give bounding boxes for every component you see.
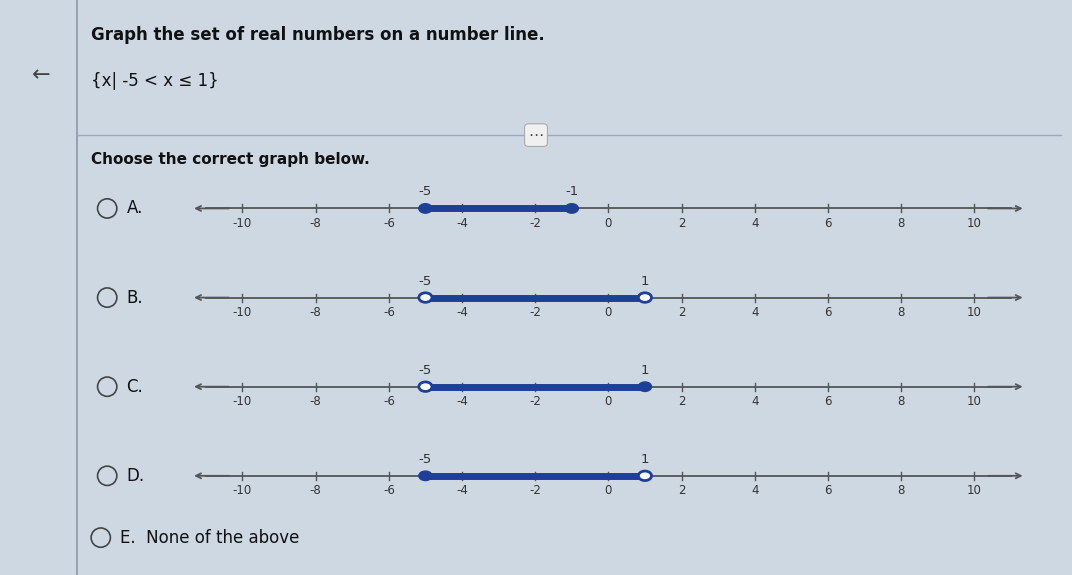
Circle shape	[419, 382, 432, 392]
Text: -10: -10	[233, 217, 252, 230]
Text: -5: -5	[419, 453, 432, 466]
Text: -8: -8	[310, 217, 322, 230]
Text: 10: 10	[967, 217, 982, 230]
Text: 4: 4	[751, 217, 759, 230]
Text: -8: -8	[310, 484, 322, 497]
Text: 10: 10	[967, 395, 982, 408]
Text: 4: 4	[751, 484, 759, 497]
Text: -6: -6	[383, 395, 394, 408]
Text: 4: 4	[751, 395, 759, 408]
Text: ⋯: ⋯	[528, 128, 544, 143]
Text: -5: -5	[419, 274, 432, 288]
Text: 8: 8	[897, 395, 905, 408]
Circle shape	[419, 471, 432, 481]
Text: 8: 8	[897, 217, 905, 230]
Text: E.  None of the above: E. None of the above	[120, 528, 299, 547]
Text: 8: 8	[897, 484, 905, 497]
Text: D.: D.	[126, 467, 145, 485]
Text: 0: 0	[605, 484, 612, 497]
Text: -4: -4	[456, 395, 468, 408]
Text: 2: 2	[678, 395, 685, 408]
Text: -5: -5	[419, 185, 432, 198]
Text: 1: 1	[641, 274, 650, 288]
Text: -6: -6	[383, 217, 394, 230]
Text: -2: -2	[530, 484, 541, 497]
Text: 6: 6	[824, 306, 832, 319]
Text: 1: 1	[641, 453, 650, 466]
Text: -10: -10	[233, 484, 252, 497]
Text: -5: -5	[419, 363, 432, 377]
Text: 8: 8	[897, 306, 905, 319]
Text: -2: -2	[530, 395, 541, 408]
Text: -10: -10	[233, 306, 252, 319]
Circle shape	[638, 471, 652, 481]
Text: -4: -4	[456, 217, 468, 230]
Text: {x| -5 < x ≤ 1}: {x| -5 < x ≤ 1}	[91, 72, 219, 90]
Text: Graph the set of real numbers on a number line.: Graph the set of real numbers on a numbe…	[91, 26, 545, 44]
Text: -4: -4	[456, 306, 468, 319]
Text: 6: 6	[824, 217, 832, 230]
Text: 10: 10	[967, 306, 982, 319]
Text: 0: 0	[605, 306, 612, 319]
Text: -6: -6	[383, 484, 394, 497]
Text: -2: -2	[530, 306, 541, 319]
Text: -8: -8	[310, 306, 322, 319]
Text: -6: -6	[383, 306, 394, 319]
Text: -10: -10	[233, 395, 252, 408]
Text: 0: 0	[605, 395, 612, 408]
Circle shape	[638, 293, 652, 302]
Circle shape	[419, 204, 432, 213]
Text: 1: 1	[641, 363, 650, 377]
Text: ←: ←	[31, 65, 50, 85]
Circle shape	[419, 293, 432, 302]
Text: -2: -2	[530, 217, 541, 230]
Text: 2: 2	[678, 217, 685, 230]
Text: Choose the correct graph below.: Choose the correct graph below.	[91, 152, 370, 167]
Circle shape	[565, 204, 579, 213]
Circle shape	[638, 382, 652, 392]
Text: 4: 4	[751, 306, 759, 319]
Text: 6: 6	[824, 484, 832, 497]
Text: -4: -4	[456, 484, 468, 497]
Text: -1: -1	[565, 185, 579, 198]
Text: 10: 10	[967, 484, 982, 497]
Text: 2: 2	[678, 484, 685, 497]
Text: C.: C.	[126, 378, 144, 396]
Text: 2: 2	[678, 306, 685, 319]
Text: 6: 6	[824, 395, 832, 408]
Text: B.: B.	[126, 289, 144, 306]
Text: -8: -8	[310, 395, 322, 408]
Text: 0: 0	[605, 217, 612, 230]
Text: A.: A.	[126, 200, 143, 217]
